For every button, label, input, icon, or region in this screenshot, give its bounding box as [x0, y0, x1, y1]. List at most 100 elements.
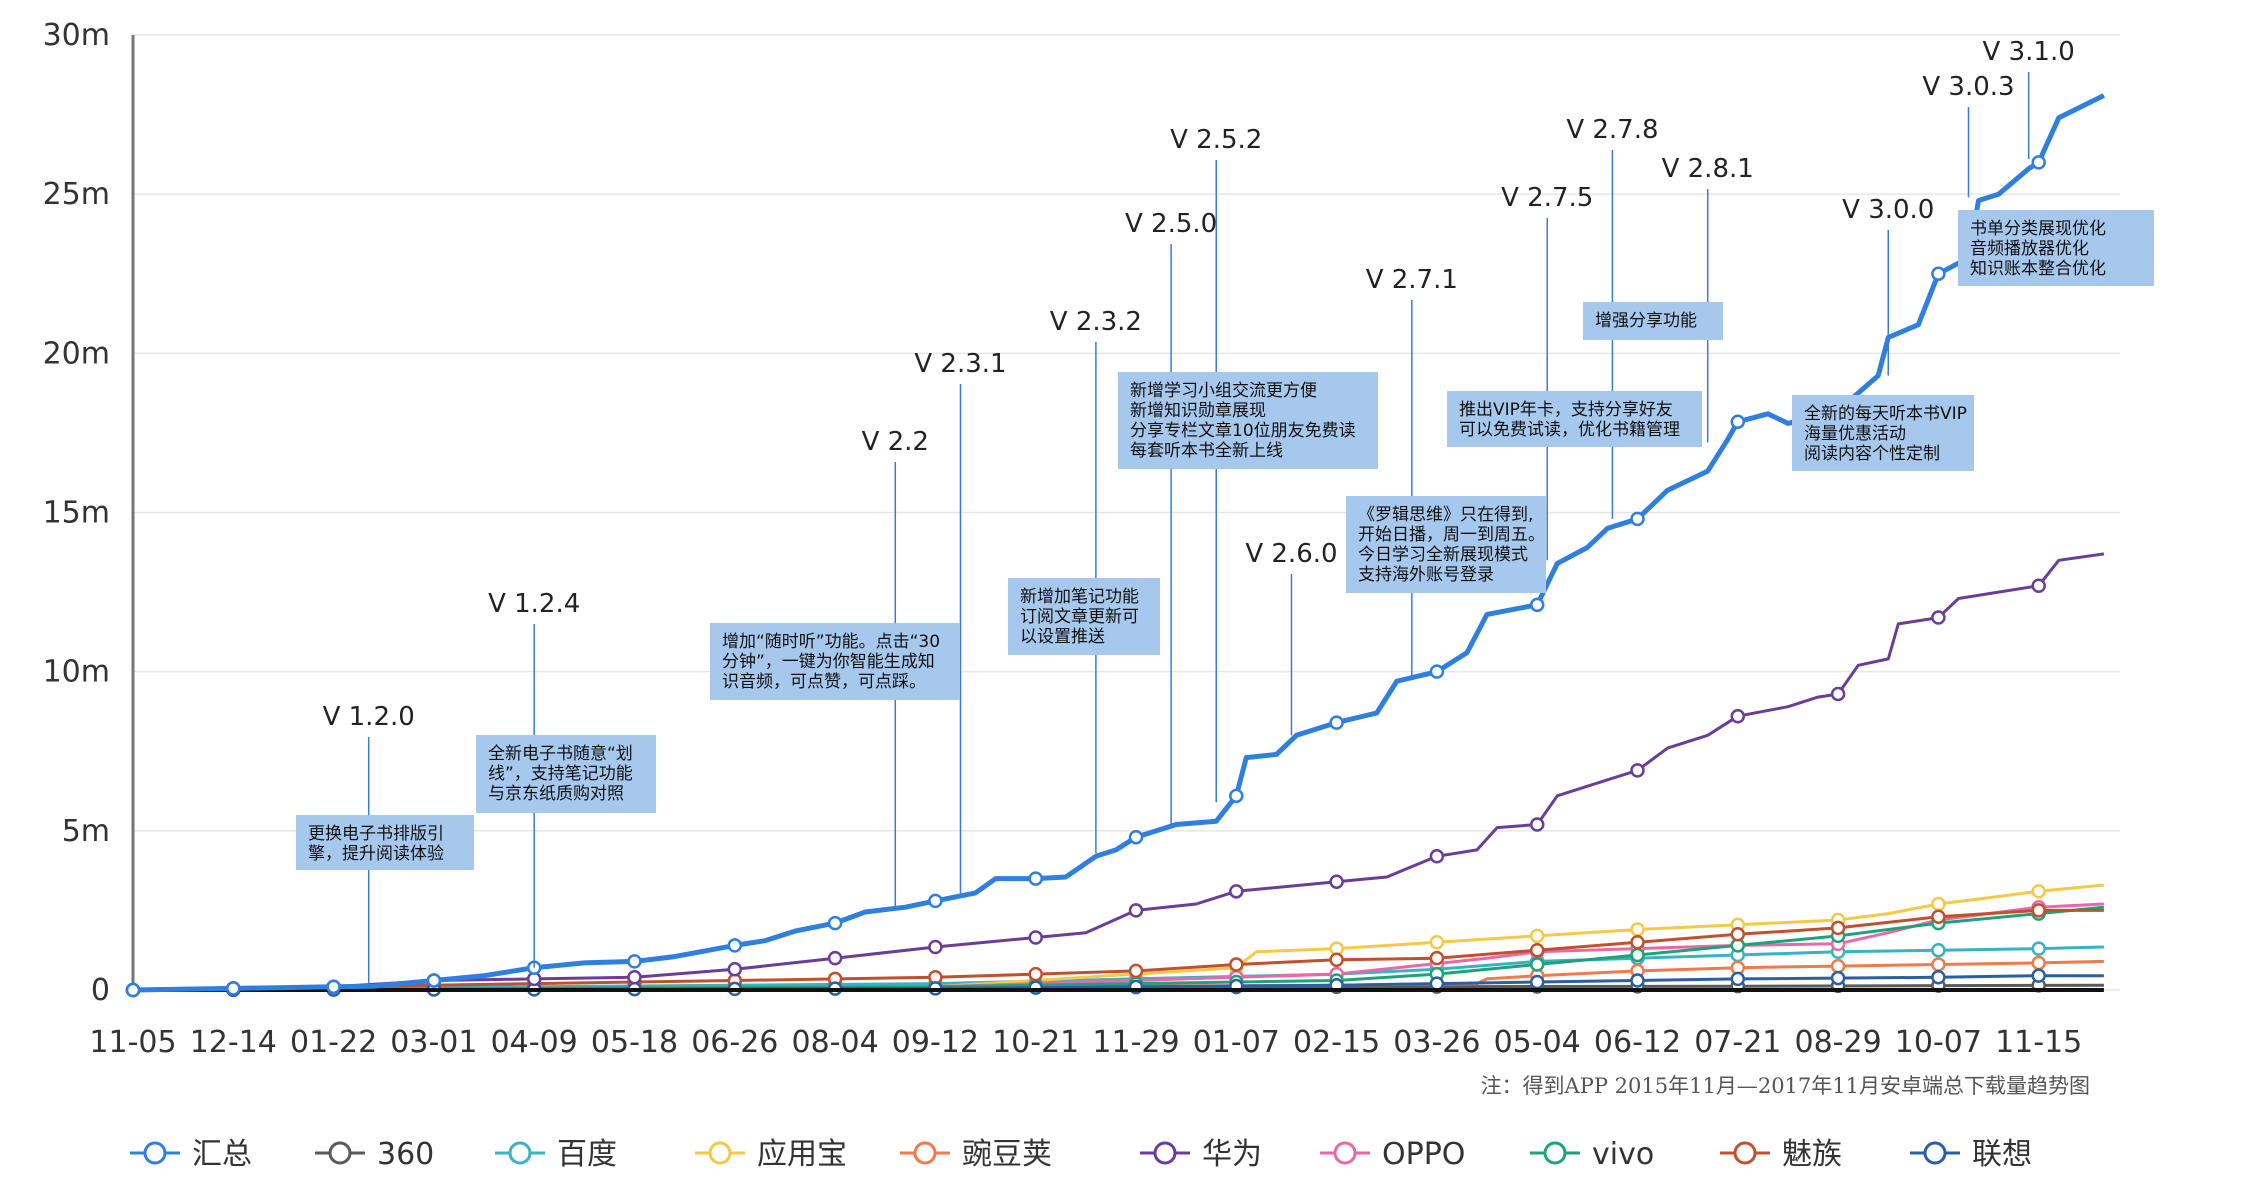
y-tick-label: 5m	[62, 814, 110, 849]
legend-label: 百度	[557, 1137, 617, 1172]
legend-item[interactable]: 豌豆荚	[900, 1137, 1052, 1172]
version-label: V 2.5.2	[1170, 125, 1262, 155]
series-point	[1931, 957, 1946, 972]
legend-item[interactable]: 汇总	[130, 1137, 252, 1172]
x-tick-label: 11-29	[1092, 1025, 1179, 1060]
version-label: V 2.7.8	[1566, 115, 1658, 145]
series-point	[1730, 927, 1746, 942]
legend-item[interactable]: OPPO	[1320, 1137, 1465, 1172]
annotation-line: 《罗辑思维》只在得到,	[1358, 505, 1533, 525]
version-label: V 2.3.1	[914, 349, 1006, 379]
series-point	[2031, 884, 2046, 899]
legend-item[interactable]: 华为	[1140, 1137, 1262, 1172]
chart-legend[interactable]: 汇总 360 百度 应用宝 豌豆荚 华为 OPPO vivo 魅族 联想	[130, 1137, 2032, 1172]
version-label: V 2.3.2	[1050, 307, 1142, 337]
legend-label: 联想	[1972, 1137, 2032, 1172]
series-point	[627, 970, 642, 985]
series-point	[1830, 686, 1846, 702]
version-label: V 2.7.1	[1366, 265, 1458, 295]
series-point	[727, 938, 743, 953]
legend-swatch-marker	[328, 1141, 352, 1165]
annotation-note: 新增学习小组交流更方便新增知识勋章展现分享专栏文章10位朋友免费读每套听本书全新…	[1118, 372, 1378, 469]
legend-label: OPPO	[1382, 1137, 1465, 1172]
annotation-note: 增强分享功能	[1583, 302, 1723, 340]
version-label: V 2.6.0	[1245, 539, 1337, 569]
series-point	[1630, 763, 1645, 778]
series-point	[827, 915, 843, 931]
y-tick-label: 15m	[43, 496, 110, 531]
series-point	[426, 973, 442, 988]
legend-swatch-marker	[508, 1141, 532, 1165]
annotation-line: 海量优惠活动	[1804, 424, 1906, 444]
series-point	[1229, 957, 1244, 972]
series-point	[1128, 903, 1144, 918]
series-point	[1630, 511, 1645, 527]
y-tick-label: 25m	[43, 177, 110, 212]
version-label: V 1.2.0	[323, 702, 415, 732]
x-tick-label: 05-18	[591, 1025, 678, 1060]
series-point	[226, 981, 241, 996]
legend-swatch-marker	[1153, 1141, 1177, 1165]
x-tick-label: 06-12	[1594, 1025, 1681, 1060]
series-point	[1529, 942, 1545, 958]
series-point	[1128, 829, 1144, 845]
series-point	[1830, 958, 1846, 974]
version-label: V 3.0.3	[1922, 72, 2014, 102]
annotation-line: 识音频，可点赞，可点踩。	[722, 672, 926, 692]
annotation-line: 书单分类展现优化	[1970, 219, 2106, 239]
series-point	[627, 954, 642, 969]
annotation-line: 新增知识勋章展现	[1130, 401, 1266, 421]
annotation-line: 新增学习小组交流更方便	[1130, 381, 1317, 401]
version-label: V 2.8.1	[1662, 154, 1754, 184]
series-point	[1529, 957, 1545, 972]
series-point	[1630, 935, 1645, 950]
annotation-line: 分享专栏文章10位朋友免费读	[1130, 421, 1356, 441]
series-point	[827, 950, 843, 966]
annotation-line: 知识账本整合优化	[1970, 259, 2106, 279]
legend-item[interactable]: 应用宝	[695, 1137, 847, 1172]
series-point	[1730, 708, 1746, 724]
annotation-box	[1958, 210, 2154, 286]
legend-item[interactable]: 魅族	[1720, 1137, 1842, 1172]
series-point	[1329, 952, 1344, 968]
series-point	[1429, 849, 1445, 864]
annotation-box	[1447, 391, 1702, 447]
version-label: V 2.5.0	[1125, 209, 1217, 239]
legend-item[interactable]: 360	[315, 1137, 434, 1172]
series-point	[1630, 922, 1645, 937]
annotation-line: 全新的每天听本书VIP	[1804, 404, 1967, 424]
legend-item[interactable]: 联想	[1910, 1137, 2032, 1172]
annotation-line: 开始日播，周一到周五。	[1358, 525, 1545, 545]
annotation-line: 阅读内容个性定制	[1804, 444, 1940, 464]
legend-label: 360	[377, 1137, 434, 1172]
series-point	[1329, 715, 1344, 730]
legend-swatch-marker	[1733, 1141, 1757, 1165]
series-point	[1931, 970, 1946, 985]
y-tick-label: 10m	[43, 655, 110, 690]
series-point	[2031, 941, 2046, 956]
x-axis-ticks: 11-05 12-14 01-22 03-01 04-09 05-18 06-26 08-04…	[89, 1025, 2082, 1060]
legend-item[interactable]: 百度	[495, 1137, 617, 1172]
annotation-line: 可以免费试读，优化书籍管理	[1459, 420, 1680, 440]
version-label: V 3.1.0	[1983, 37, 2075, 67]
series-point	[2031, 155, 2046, 170]
legend-swatch-marker	[708, 1141, 732, 1165]
x-tick-label: 11-05	[89, 1025, 176, 1060]
series-point	[1630, 947, 1645, 963]
series-point	[1429, 935, 1445, 950]
legend-item[interactable]: vivo	[1530, 1137, 1654, 1172]
series-point	[2031, 578, 2046, 593]
legend-label: 豌豆荚	[962, 1137, 1052, 1172]
series-point	[1730, 971, 1746, 987]
legend-swatch-marker	[1543, 1141, 1567, 1165]
x-tick-label: 05-04	[1494, 1025, 1581, 1060]
version-label: V 3.0.0	[1842, 195, 1934, 225]
y-tick-label: 0	[91, 973, 110, 1008]
series-point	[928, 893, 943, 909]
legend-swatch-marker	[143, 1141, 167, 1165]
